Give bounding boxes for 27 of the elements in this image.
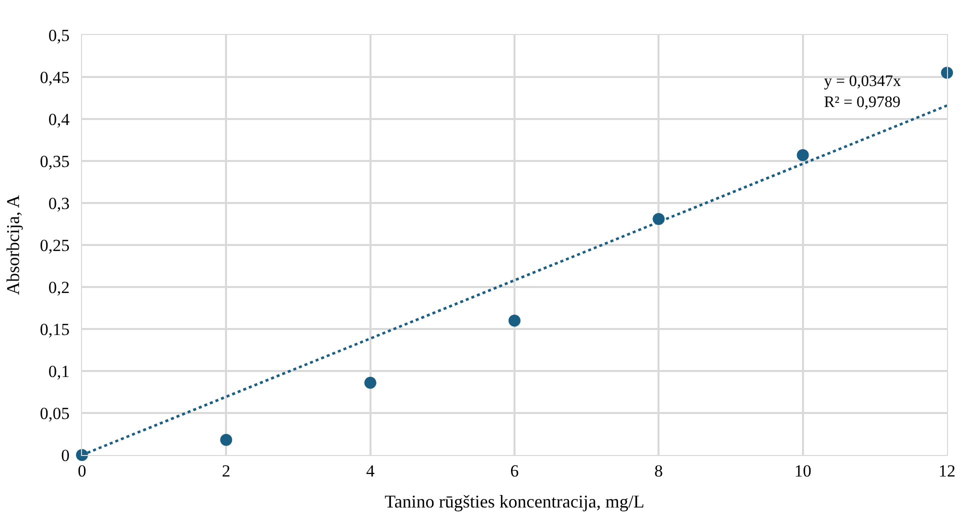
y-tick-label: 0,3 bbox=[48, 194, 70, 213]
x-axis-title: Tanino rūgšties koncentracija, mg/L bbox=[384, 492, 644, 512]
y-tick-label: 0 bbox=[61, 446, 70, 465]
y-tick-label: 0,4 bbox=[48, 110, 70, 129]
x-tick-label: 6 bbox=[510, 461, 519, 480]
y-tick-label: 0,25 bbox=[40, 236, 70, 255]
y-axis-title: Absorbcija, A bbox=[3, 195, 24, 295]
x-tick-label: 8 bbox=[654, 461, 663, 480]
point bbox=[796, 149, 809, 162]
point bbox=[364, 376, 376, 389]
y-tick-label: 0,05 bbox=[40, 404, 70, 423]
annotation: R² = 0,9789 bbox=[824, 94, 900, 111]
point bbox=[941, 66, 953, 79]
x-tick-label: 2 bbox=[222, 461, 230, 480]
x-tick-label: 0 bbox=[78, 461, 86, 480]
y-tick-label: 0,5 bbox=[48, 26, 70, 45]
x-tick-label: 10 bbox=[794, 461, 812, 480]
y-tick-label: 0,35 bbox=[40, 152, 70, 171]
annotation: y = 0,0347x bbox=[824, 73, 902, 90]
y-tick-label: 0,45 bbox=[40, 68, 70, 87]
x-tick-label: 12 bbox=[938, 461, 956, 480]
point bbox=[508, 314, 520, 327]
y-tick-label: 0,15 bbox=[40, 320, 70, 339]
y-tick-label: 0,2 bbox=[48, 278, 70, 297]
y-tick-label: 0,1 bbox=[48, 362, 70, 381]
x-tick-label: 4 bbox=[366, 461, 376, 480]
point bbox=[220, 434, 232, 446]
